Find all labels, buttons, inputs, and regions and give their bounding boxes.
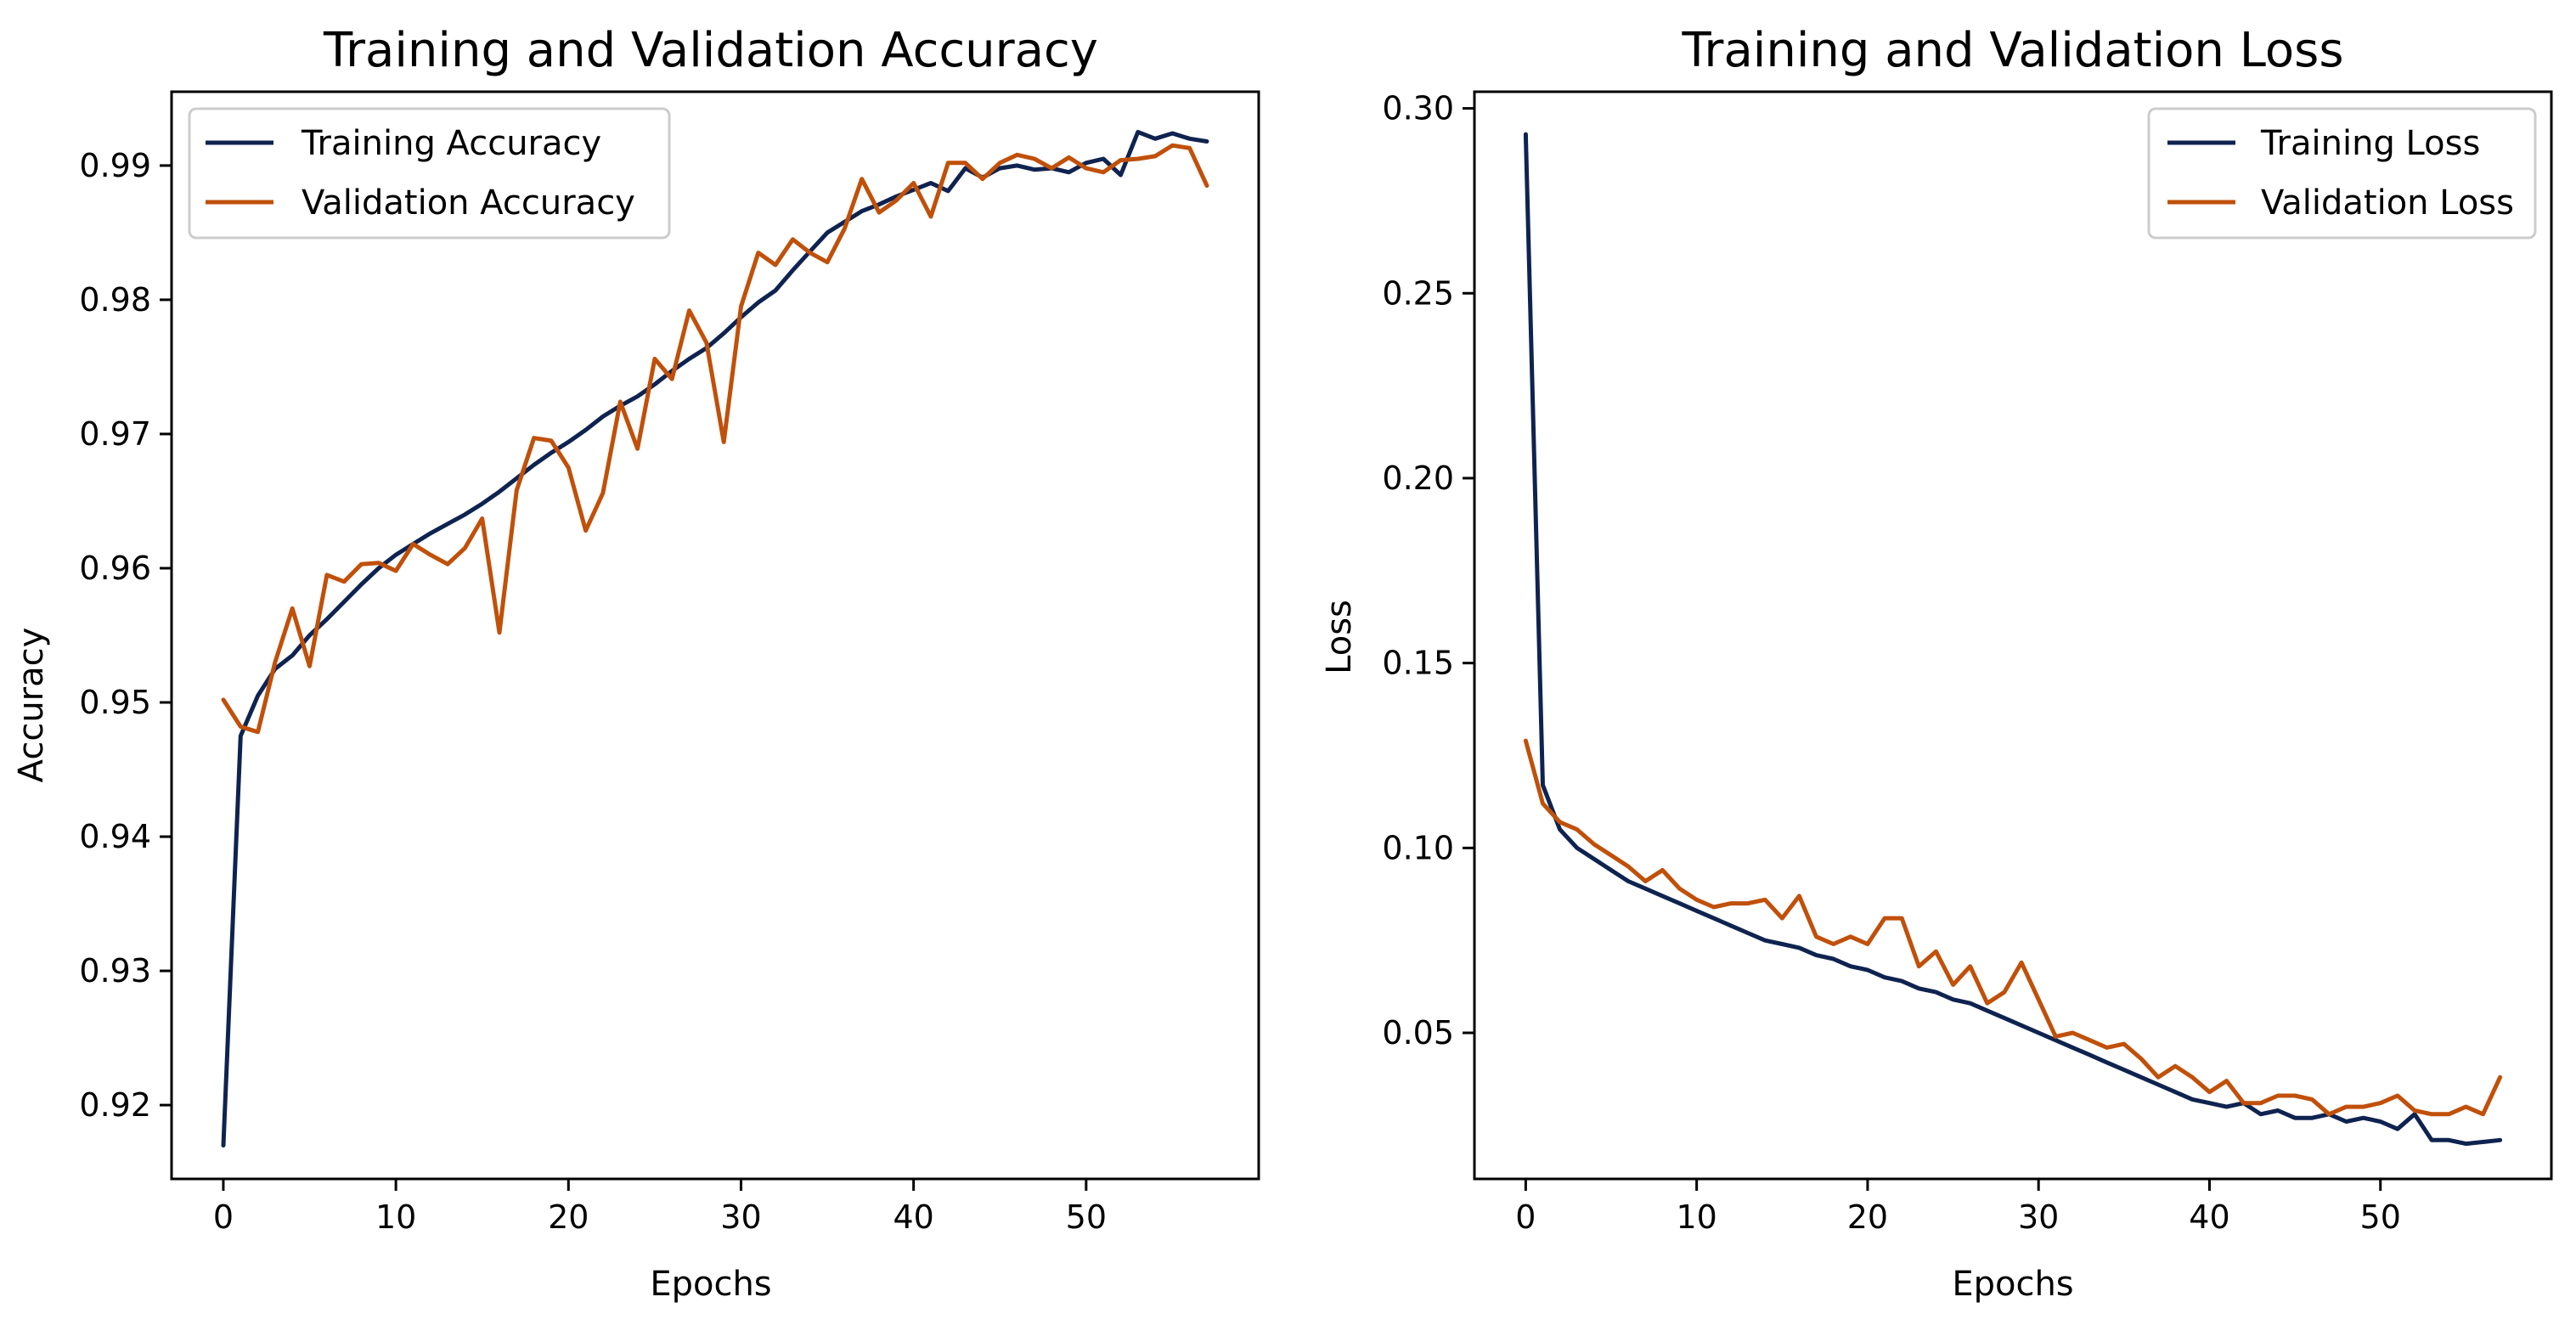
accuracy-xtick-label: 40: [893, 1198, 933, 1236]
loss-chart-ticks: 0 10 20 30 40 50 0.05 0.10 0.15 0.20 0.25 0.30: [1382, 90, 2401, 1236]
loss-legend-training-label: Training Loss: [2260, 124, 2480, 163]
accuracy-xtick-label: 30: [720, 1198, 761, 1236]
loss-ytick-label: 0.10: [1382, 829, 1454, 866]
accuracy-ytick-label: 0.93: [79, 952, 151, 990]
loss-xtick-label: 10: [1676, 1198, 1716, 1236]
loss-chart-legend: Training Loss Validation Loss: [2147, 107, 2537, 240]
accuracy-chart-xlabel: Epochs: [650, 1265, 771, 1304]
accuracy-ytick-label: 0.95: [79, 684, 151, 721]
accuracy-xtick-label: 10: [375, 1198, 416, 1236]
loss-ytick-label: 0.20: [1382, 460, 1454, 497]
loss-xtick-label: 30: [2018, 1198, 2059, 1236]
accuracy-xtick-label: 0: [213, 1198, 234, 1236]
accuracy-ytick-label: 0.97: [79, 415, 151, 453]
loss-legend-validation-label: Validation Loss: [2261, 183, 2514, 223]
loss-series-validation-line: [1523, 738, 2503, 1117]
accuracy-chart-lines: [221, 129, 1209, 1147]
accuracy-ytick-label: 0.98: [79, 281, 151, 319]
accuracy-chart-title: Training and Validation Accuracy: [323, 23, 1098, 78]
accuracy-ytick-label: 0.92: [79, 1086, 151, 1124]
loss-xtick-label: 20: [1847, 1198, 1888, 1236]
loss-ytick-label: 0.25: [1382, 274, 1454, 312]
accuracy-ytick-label: 0.94: [79, 818, 151, 855]
loss-xtick-label: 0: [1515, 1198, 1536, 1236]
loss-ytick-label: 0.05: [1382, 1014, 1454, 1052]
accuracy-series-validation-line: [221, 143, 1209, 735]
accuracy-chart-legend: Training Accuracy Validation Accuracy: [188, 107, 671, 240]
accuracy-series-training-line: [221, 129, 1209, 1147]
loss-ytick-label: 0.30: [1382, 90, 1454, 127]
accuracy-ytick-label: 0.96: [79, 550, 151, 587]
accuracy-legend-box: [188, 107, 671, 240]
accuracy-chart-frame: [170, 90, 1260, 1181]
accuracy-legend-training-label: Training Accuracy: [301, 124, 601, 163]
loss-chart: Training and Validation Loss 0 10 20 30 40 50…: [1320, 23, 2553, 1304]
accuracy-legend-validation-label: Validation Accuracy: [302, 183, 635, 223]
accuracy-chart: Training and Validation Accuracy 0 10 20 30…: [12, 23, 1260, 1304]
loss-series-training-line: [1523, 132, 2503, 1147]
accuracy-chart-ticks: 0 10 20 30 40 50 0.92 0.93 0.94 0.95 0.96 0.97 0.98 0…: [79, 147, 1107, 1236]
loss-chart-lines: [1523, 132, 2503, 1147]
loss-chart-xlabel: Epochs: [1952, 1265, 2073, 1304]
accuracy-xtick-label: 20: [548, 1198, 589, 1236]
accuracy-xtick-label: 50: [1066, 1198, 1107, 1236]
loss-xtick-label: 40: [2189, 1198, 2229, 1236]
loss-ytick-label: 0.15: [1382, 645, 1454, 682]
loss-chart-title: Training and Validation Loss: [1681, 23, 2343, 78]
loss-xtick-label: 50: [2360, 1198, 2401, 1236]
loss-chart-frame: [1473, 90, 2553, 1181]
loss-chart-ylabel: Loss: [1320, 600, 1359, 674]
accuracy-ytick-label: 0.99: [79, 147, 151, 184]
loss-legend-box: [2147, 107, 2537, 240]
accuracy-chart-ylabel: Accuracy: [12, 628, 51, 783]
